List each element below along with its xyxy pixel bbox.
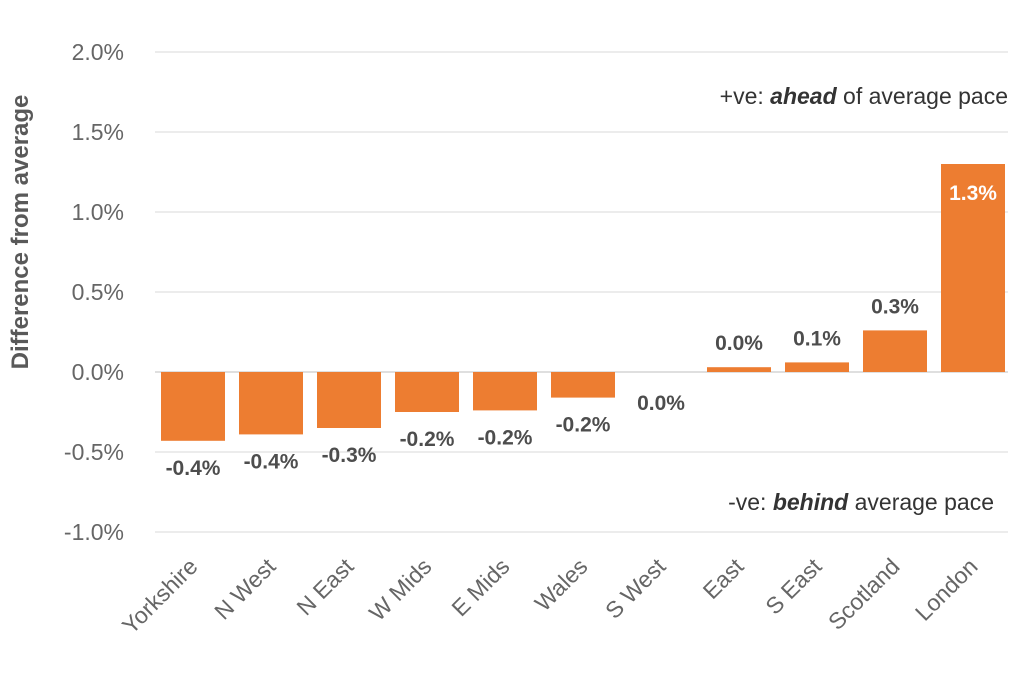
data-label: -0.2% (556, 414, 611, 437)
y-tick-label: 2.0% (72, 39, 124, 65)
x-tick-label: S East (760, 553, 827, 620)
bar (239, 372, 303, 435)
data-label: 1.3% (949, 182, 997, 205)
x-tick-label: N West (209, 553, 281, 625)
x-tick-label: Scotland (823, 553, 905, 635)
bar (785, 362, 849, 372)
data-label: -0.2% (478, 426, 533, 449)
data-label: 0.0% (637, 392, 685, 415)
y-tick-label: 1.5% (72, 119, 124, 145)
x-tick-label: E Mids (446, 553, 514, 621)
y-tick-label: 0.5% (72, 279, 124, 305)
bar (395, 372, 459, 412)
y-axis-label: Difference from average (7, 95, 34, 370)
data-label: -0.3% (322, 444, 377, 467)
positive-annotation: +ve: ahead of average pace (720, 83, 1008, 109)
data-label: -0.4% (244, 450, 299, 473)
bar (707, 367, 771, 372)
x-tick-label: Yorkshire (117, 553, 203, 639)
bar (551, 372, 615, 398)
y-tick-label: 1.0% (72, 199, 124, 225)
negative-annotation-suffix: average pace (848, 489, 994, 515)
bar (161, 372, 225, 441)
positive-annotation-emphasis: ahead (770, 83, 837, 109)
data-label: -0.2% (400, 428, 455, 451)
x-tick-label: S West (600, 553, 671, 624)
x-tick-label: London (910, 553, 983, 626)
bar (473, 372, 537, 411)
positive-annotation-prefix: +ve: (720, 83, 771, 109)
x-tick-label: W Mids (364, 553, 437, 626)
x-tick-label: East (698, 553, 749, 604)
y-tick-label: -0.5% (64, 439, 124, 465)
negative-annotation-emphasis: behind (773, 489, 849, 515)
bar (941, 164, 1005, 372)
data-label: 0.0% (715, 332, 763, 355)
bar (863, 330, 927, 372)
positive-annotation-suffix: of average pace (837, 83, 1008, 109)
negative-annotation-prefix: -ve: (728, 489, 773, 515)
y-tick-label: -1.0% (64, 519, 124, 545)
bar (317, 372, 381, 428)
data-label: 0.3% (871, 295, 919, 318)
data-label: -0.4% (166, 457, 221, 480)
negative-annotation: -ve: behind average pace (728, 489, 994, 515)
y-tick-label: 0.0% (72, 359, 124, 385)
x-tick-label: N East (291, 553, 359, 621)
data-label: 0.1% (793, 327, 841, 350)
x-tick-label: Wales (530, 553, 593, 616)
